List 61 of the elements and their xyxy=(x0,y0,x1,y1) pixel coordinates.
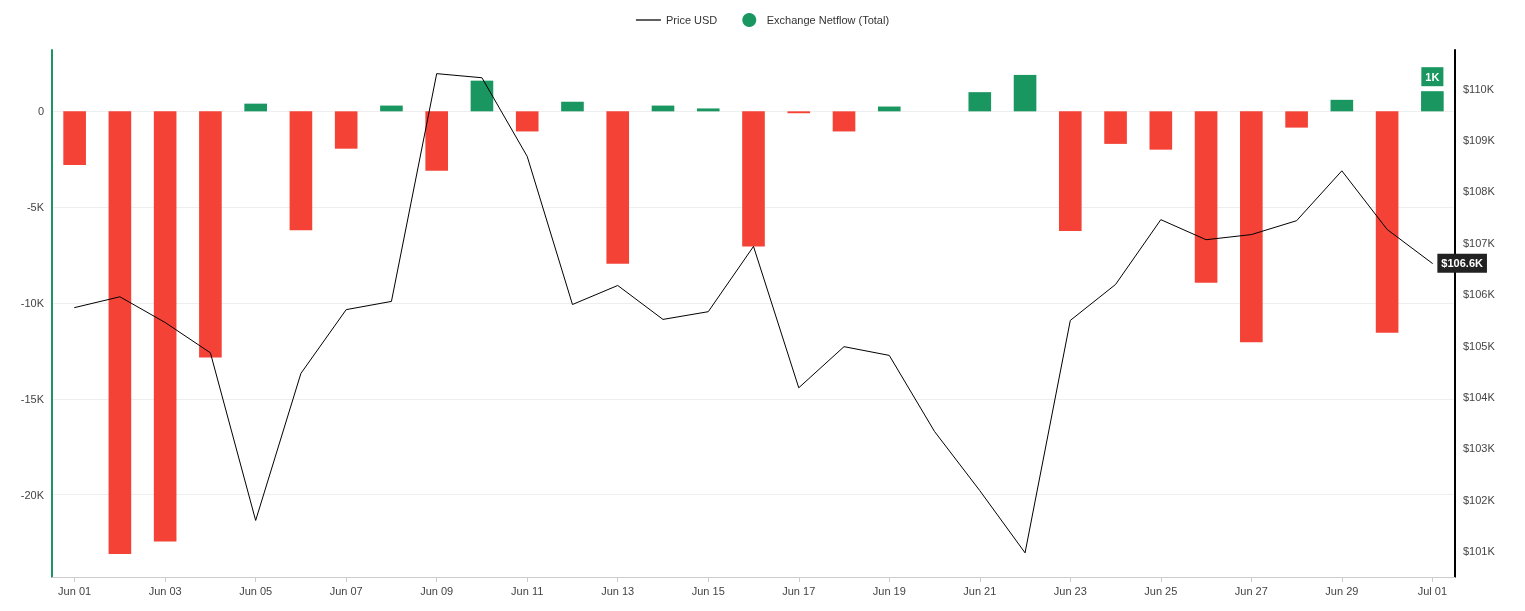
y-tick-label: -20K xyxy=(20,488,45,501)
bar xyxy=(1330,99,1354,112)
y2-tick-label: $109K xyxy=(1463,133,1496,146)
data-label: $106.6K xyxy=(1441,257,1484,270)
y2-tick-label: $107K xyxy=(1463,236,1496,249)
bar xyxy=(1058,111,1082,232)
x-tick-label: Jun 23 xyxy=(1053,584,1087,597)
data-label: 1K xyxy=(1425,70,1440,83)
bar xyxy=(108,111,132,554)
x-tick-label: Jun 03 xyxy=(148,584,182,597)
x-tick-label: Jun 25 xyxy=(1144,584,1178,597)
bar xyxy=(1421,91,1444,112)
bar xyxy=(334,111,358,149)
bar xyxy=(1375,111,1399,333)
x-tick-label: Jun 11 xyxy=(511,584,544,597)
bar xyxy=(1013,74,1037,112)
y-tick-label: 0 xyxy=(37,105,44,118)
bar xyxy=(696,108,720,112)
y2-tick-label: $104K xyxy=(1463,391,1496,404)
bar xyxy=(606,111,630,264)
y-tick-label: -5K xyxy=(26,201,45,214)
bar xyxy=(515,111,539,132)
y2-tick-label: $103K xyxy=(1463,442,1496,455)
y2-tick-label: $108K xyxy=(1463,185,1496,198)
bar xyxy=(1194,111,1218,283)
y2-tick-label: $105K xyxy=(1463,339,1496,352)
bar xyxy=(199,111,222,358)
x-tick-label: Jun 19 xyxy=(872,584,906,597)
legend-label: Exchange Netflow (Total) xyxy=(766,14,890,26)
x-tick-label: Jun 29 xyxy=(1325,584,1359,597)
x-tick-label: Jun 01 xyxy=(58,584,92,597)
bar xyxy=(244,103,267,112)
bar xyxy=(832,111,856,132)
bar xyxy=(561,101,584,112)
y2-tick-label: $106K xyxy=(1463,288,1496,301)
bar xyxy=(1285,111,1308,128)
bar xyxy=(289,111,313,231)
x-tick-label: Jun 15 xyxy=(691,584,725,597)
y-tick-label: -15K xyxy=(20,392,45,405)
x-tick-label: Jun 21 xyxy=(963,584,997,597)
bar xyxy=(1240,111,1263,343)
x-tick-label: Jun 13 xyxy=(601,584,635,597)
bar xyxy=(1149,111,1173,150)
x-tick-label: Jun 27 xyxy=(1234,584,1268,597)
bar xyxy=(63,111,86,165)
x-tick-label: Jun 09 xyxy=(420,584,454,597)
bar xyxy=(742,111,765,247)
y2-tick-label: $102K xyxy=(1463,493,1496,506)
x-tick-label: Jun 17 xyxy=(782,584,816,597)
legend-label: Price USD xyxy=(665,14,718,26)
x-tick-label: Jul 01 xyxy=(1417,584,1448,597)
y2-tick-label: $110K xyxy=(1463,82,1495,95)
bar xyxy=(1104,111,1127,144)
bar xyxy=(153,111,177,542)
bar xyxy=(968,92,992,112)
x-tick-label: Jun 05 xyxy=(239,584,273,597)
y-tick-label: -10K xyxy=(20,296,45,309)
y2-tick-label: $101K xyxy=(1463,545,1496,558)
bar xyxy=(425,111,449,171)
x-tick-label: Jun 07 xyxy=(329,584,363,597)
bar xyxy=(470,80,494,112)
